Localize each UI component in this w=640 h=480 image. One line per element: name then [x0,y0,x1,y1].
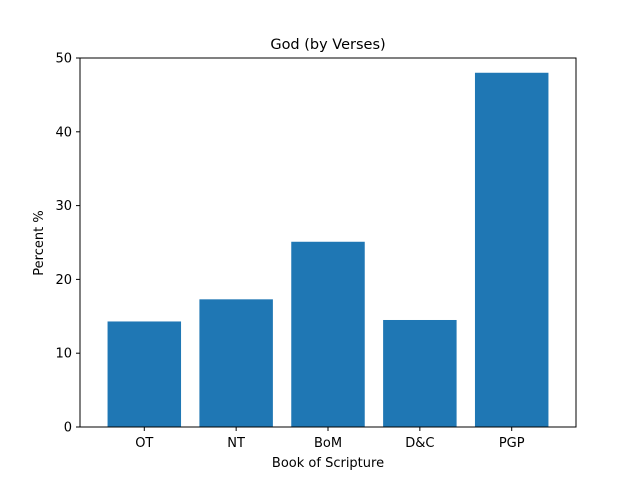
plot-frame [79,57,577,428]
chart-title: God (by Verses) [270,37,385,53]
bars-group [107,72,549,427]
x-axis: OT NT BoM D&C PGP [135,427,525,451]
y-tick-label: 40 [55,125,72,140]
x-tick-label: PGP [499,436,525,451]
y-tick-label: 0 [64,421,72,436]
x-tick-label: OT [135,436,153,451]
x-tick-label: BoM [314,436,342,451]
bar-d-c [383,319,457,427]
y-axis: 0 10 20 30 40 50 [55,52,80,436]
x-axis-label: Book of Scripture [272,456,384,471]
y-tick-label: 10 [55,347,72,362]
x-tick-label: D&C [405,436,434,451]
y-axis-label: Percent % [32,210,47,275]
x-tick-label: NT [227,436,245,451]
bar-pgp [474,72,549,427]
bar-bom [291,241,365,427]
y-tick-label: 30 [55,199,72,214]
bar-ot [107,321,182,427]
bar-nt [199,299,273,427]
y-tick-label: 20 [55,273,72,288]
y-tick-label: 50 [55,52,72,67]
